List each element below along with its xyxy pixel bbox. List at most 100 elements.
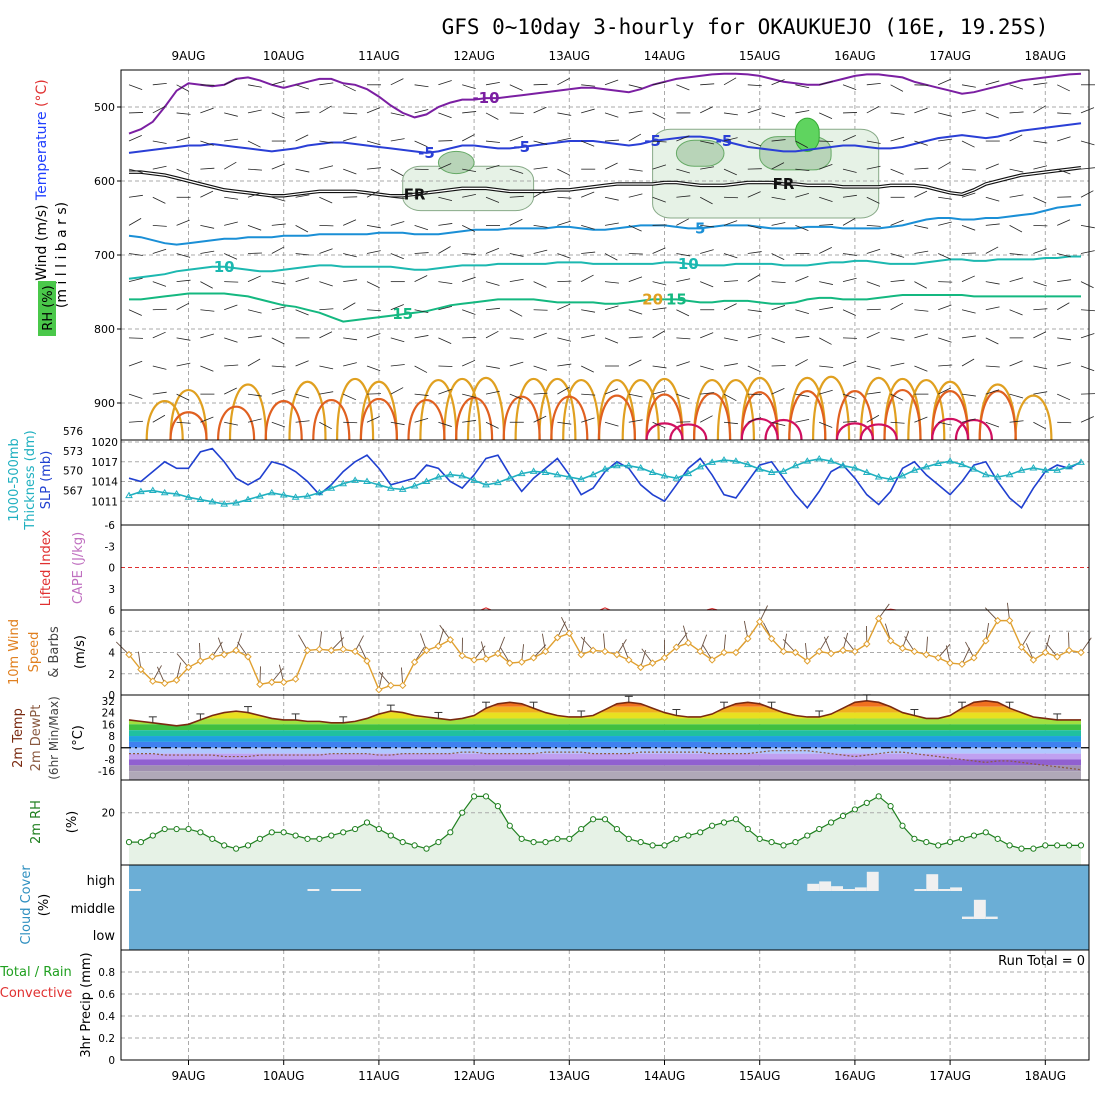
- wind-barb: [390, 364, 405, 367]
- temp-tick-label: 0: [108, 743, 115, 755]
- contour-label: 10: [678, 255, 699, 273]
- wind-barb: [343, 337, 358, 341]
- wind-barb: [604, 222, 619, 226]
- wind-speed-marker: [970, 654, 978, 662]
- thickness-marker: [624, 461, 633, 469]
- title-text: GFS 0~10day 3-hourly for OKAUKUEJO (16E,…: [442, 15, 1049, 39]
- warm-isotherm-loop: [835, 422, 874, 441]
- thickness-marker: [125, 491, 133, 499]
- wind-unit-label: (m/s): [73, 635, 88, 669]
- slp-panel-frame: [120, 439, 1090, 526]
- wind-barb: [985, 112, 999, 119]
- thickness-marker: [648, 468, 657, 475]
- temperature-band: [129, 730, 1081, 737]
- thickness-marker: [398, 485, 407, 492]
- rh-marker: [685, 832, 692, 839]
- wind-barb-10m: [616, 639, 627, 655]
- wind-barb: [224, 78, 238, 86]
- wind-barb: [462, 84, 476, 90]
- rh-marker: [506, 822, 513, 829]
- wind-barb: [533, 415, 547, 423]
- wind-barb: [723, 421, 738, 425]
- wind-label-a: 10m Wind: [7, 619, 22, 685]
- wind-speed-marker: [1029, 656, 1038, 664]
- wind-speed-marker: [863, 640, 871, 648]
- date-label-top: 13AUG: [549, 49, 591, 63]
- wind-barb: [247, 225, 262, 231]
- thickness-marker: [743, 460, 752, 468]
- wind-barb: [628, 193, 643, 198]
- cloud-tick-label: low: [93, 929, 116, 944]
- wind-barb: [890, 279, 905, 283]
- wind-barb: [176, 337, 191, 341]
- slp-tick-label: 1011: [91, 496, 118, 508]
- wind-speed-marker: [410, 658, 419, 666]
- wind-barb: [961, 393, 976, 397]
- wind-barb: [866, 225, 881, 227]
- wind-barb: [938, 304, 952, 311]
- rh-marker: [970, 832, 978, 839]
- wind-barb: [795, 359, 808, 367]
- wind-barb: [1057, 253, 1071, 258]
- wind-barb: [628, 309, 643, 315]
- wind-barb: [390, 421, 405, 426]
- date-label-bottom: 10AUG: [263, 1069, 305, 1083]
- wind-speed-marker: [517, 658, 526, 666]
- rh-area: [129, 796, 1081, 865]
- warm-isotherm-loop: [419, 379, 458, 441]
- rh-marker: [1042, 842, 1049, 849]
- wind-barb: [914, 107, 928, 114]
- cloud-cover-bar: [866, 871, 879, 891]
- warm-isotherm-loop: [693, 392, 732, 441]
- warm-isotherm-loop: [466, 377, 506, 441]
- thickness-marker: [220, 500, 229, 507]
- wind-barb: [319, 421, 332, 430]
- warm-isotherm-loop: [835, 390, 874, 441]
- wind-barb: [628, 276, 643, 283]
- wind-barb: [271, 421, 286, 428]
- wind-barb: [1009, 225, 1023, 233]
- wind-barb: [295, 277, 310, 283]
- wind-barb: [319, 82, 334, 86]
- thickness-marker: [601, 465, 609, 472]
- warm-isotherm-loop: [228, 383, 268, 441]
- thickness-marker: [494, 478, 502, 486]
- slp-panel: 1011 567 1014 570 1017 573 1020 576 1000-500mb Th…: [7, 426, 1090, 531]
- wind-speed-marker: [910, 647, 919, 656]
- date-label-bottom: 13AUG: [549, 1069, 591, 1083]
- wind-speed-marker: [494, 649, 502, 658]
- thickness-marker: [315, 488, 324, 496]
- wind-barb: [462, 393, 476, 398]
- wind-barb: [200, 365, 214, 372]
- warm-isotherm-loop: [514, 378, 553, 441]
- wind-barb: [1009, 420, 1024, 423]
- wind-barb: [628, 133, 642, 142]
- wind-barb: [604, 253, 618, 261]
- wind-barb: [842, 420, 857, 423]
- wind-barb: [604, 337, 619, 344]
- wind-speed-marker: [648, 659, 657, 667]
- rh-marker: [399, 839, 406, 846]
- wind-barb: [247, 275, 261, 283]
- wind-barb-10m: [217, 637, 225, 655]
- thickness-marker: [767, 468, 776, 475]
- cloud-cover-bar: [938, 889, 951, 891]
- wind-speed-marker: [672, 643, 681, 651]
- thickness-marker: [839, 461, 847, 469]
- rh-marker: [554, 835, 561, 842]
- rh-marker: [494, 803, 501, 810]
- wind-barb: [938, 161, 951, 170]
- wind10m-panel: 0 2 4 6 10m Wind Speed & Barbs (m/s): [7, 602, 1092, 702]
- rh-marker: [530, 839, 537, 846]
- warm-isotherm-loop: [455, 396, 494, 441]
- thickness-marker: [470, 476, 478, 483]
- wind-barb: [676, 84, 690, 91]
- rh-marker: [482, 793, 490, 800]
- wind-speed-marker: [482, 655, 490, 663]
- rh-contour-patch: [675, 139, 725, 167]
- wind-barb: [1009, 111, 1024, 114]
- wind-barb: [247, 140, 261, 148]
- wind-barb: [985, 246, 999, 254]
- temp-tick-label: -16: [98, 766, 115, 778]
